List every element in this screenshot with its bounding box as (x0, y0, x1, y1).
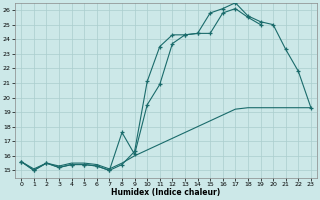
X-axis label: Humidex (Indice chaleur): Humidex (Indice chaleur) (111, 188, 221, 197)
